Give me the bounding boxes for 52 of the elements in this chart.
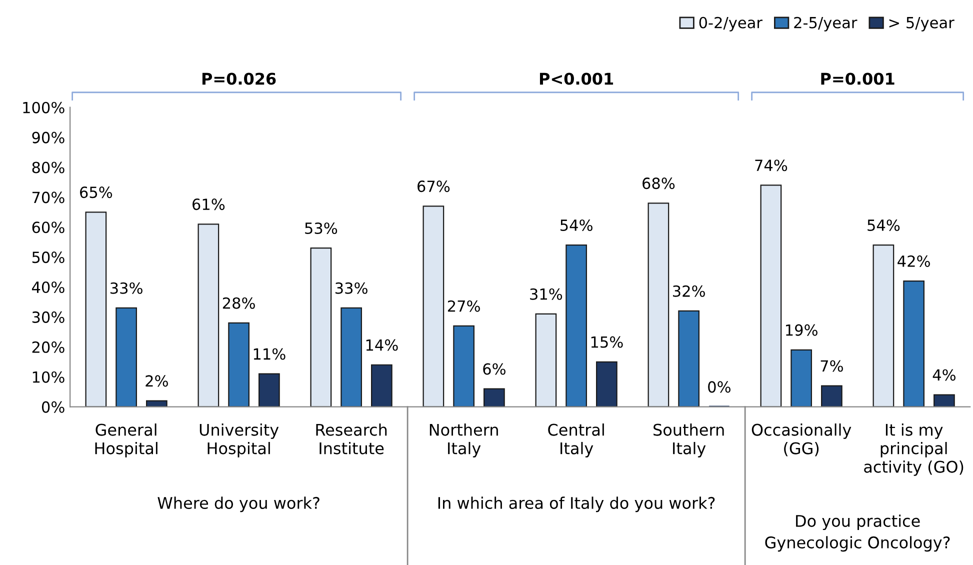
data-label: 65% (80, 186, 112, 198)
data-label: 53% (305, 222, 338, 234)
legend-label: > 5/year (889, 17, 954, 32)
data-label: 42% (898, 255, 930, 267)
legend-label: 2-5/year (794, 16, 858, 32)
data-label: 32% (673, 285, 705, 297)
text: Do you practice Gynecologic Oncology? (765, 514, 950, 552)
text: P=0.001 (821, 72, 894, 85)
data-label: 68% (642, 178, 675, 190)
y-tick-label: 20% (32, 341, 64, 353)
legend-label: 0-2/year (699, 16, 762, 32)
x-tick-label: Research Institute (316, 423, 387, 454)
data-label: 74% (755, 160, 788, 172)
x-tick-label: University Hospital (200, 423, 279, 458)
data-label: 33% (336, 282, 368, 294)
y-tick-label: 100% (23, 102, 64, 114)
data-label: 54% (560, 219, 592, 232)
x-tick-label: General Hospital (95, 423, 158, 458)
data-label: 28% (222, 297, 255, 309)
data-label: 0% (708, 381, 730, 393)
data-label: 19% (786, 324, 818, 336)
data-label: 2% (146, 375, 168, 387)
y-tick-label: 40% (32, 281, 64, 294)
data-label: 14% (366, 339, 398, 351)
data-label: 33% (110, 282, 142, 294)
y-tick-label: 30% (32, 311, 64, 323)
y-tick-label: 0% (42, 401, 64, 413)
x-tick-label: Occasionally (GG) (752, 423, 852, 456)
data-label: 27% (448, 300, 480, 312)
text: P<0.001 (540, 72, 614, 85)
y-tick-label: 50% (32, 252, 64, 264)
data-label: 6% (483, 363, 506, 375)
data-label: 11% (254, 348, 286, 360)
y-tick-label: 60% (32, 222, 64, 234)
x-tick-label: Central Italy (548, 423, 604, 458)
data-label: 31% (530, 288, 562, 300)
text: In which area of Italy do you work? (438, 496, 715, 512)
data-label: 61% (192, 198, 225, 210)
y-tick-label: 70% (32, 192, 64, 204)
y-tick-label: 80% (32, 162, 64, 174)
y-tick-label: 90% (32, 132, 64, 144)
text: Where do you work? (158, 496, 320, 512)
data-label: 7% (820, 360, 843, 372)
data-label: 54% (868, 219, 900, 232)
x-tick-label: It is my principal activity (GO) (864, 423, 964, 476)
x-tick-label: Southern Italy (654, 423, 724, 458)
text: P=0.026 (202, 72, 276, 85)
x-tick-label: Northern Italy (430, 423, 498, 458)
y-tick-label: 10% (32, 371, 64, 383)
data-label: 67% (418, 180, 450, 192)
data-label: 4% (932, 369, 956, 381)
data-label: 15% (591, 336, 623, 348)
